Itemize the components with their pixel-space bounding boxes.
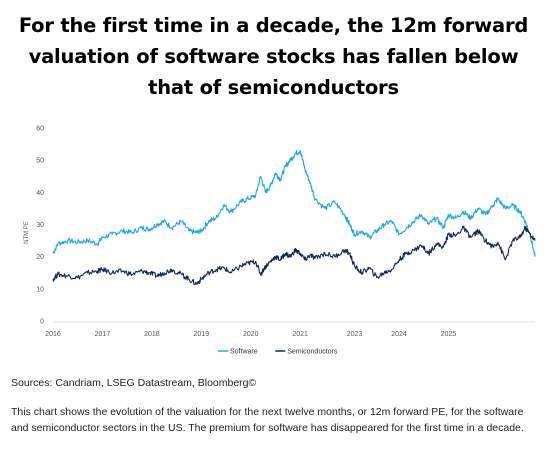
series-layer <box>52 149 536 286</box>
x-tick-label: 2017 <box>95 331 111 338</box>
chart-title: For the first time in a decade, the 12m … <box>18 14 529 99</box>
legend-label: Software <box>230 349 258 356</box>
line-chart: 0 10 20 30 40 50 60 NTM PE 2016 2017 2018 2019 2020… <box>0 115 547 365</box>
y-tick-label: 40 <box>36 190 44 197</box>
chart-description: This chart shows the evolution of the va… <box>11 406 524 434</box>
y-tick-label: 0 <box>40 319 44 326</box>
series-line-software <box>52 149 536 257</box>
x-tick-label: 2016 <box>45 331 61 338</box>
y-tick-label: 10 <box>36 286 44 293</box>
y-tick-label: 60 <box>36 126 44 133</box>
y-axis-label: NTM PE <box>24 221 30 244</box>
x-axis: 2016 2017 2018 2019 2020 2021 2023 2024 2025 <box>45 321 535 338</box>
series-line-semiconductors <box>52 225 536 286</box>
x-tick-label: 2021 <box>292 331 308 338</box>
legend: Software Semiconductors <box>218 349 338 356</box>
sources-note: Sources: Candriam, LSEG Datastream, Bloo… <box>11 377 257 389</box>
x-tick-label: 2019 <box>194 331 210 338</box>
y-axis: 0 10 20 30 40 50 60 NTM PE <box>24 126 44 326</box>
legend-label: Semiconductors <box>287 349 338 356</box>
chart-svg: 0 10 20 30 40 50 60 NTM PE 2016 2017 2018 2019 2020… <box>24 126 536 356</box>
y-tick-label: 20 <box>36 254 44 261</box>
x-tick-label: 2024 <box>391 331 407 338</box>
x-tick-label: 2025 <box>441 331 457 338</box>
x-tick-label: 2020 <box>243 331 259 338</box>
x-tick-label: 2018 <box>144 331 160 338</box>
x-tick-label: 2023 <box>347 331 363 338</box>
y-tick-label: 30 <box>36 222 44 229</box>
y-tick-label: 50 <box>36 158 44 165</box>
